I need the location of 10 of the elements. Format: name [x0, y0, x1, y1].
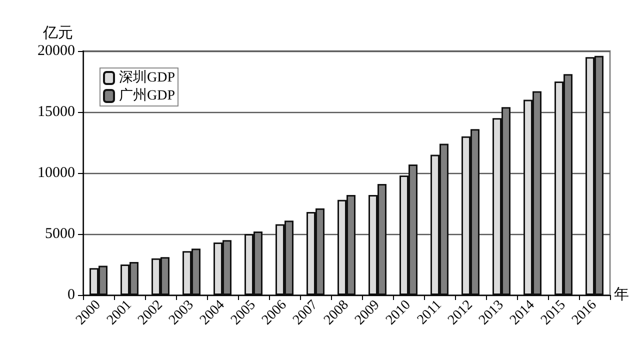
x-tick-label: 2011 [414, 298, 445, 328]
y-tick-label: 10000 [38, 165, 75, 181]
y-tick-label: 5000 [45, 226, 75, 242]
legend-label: 广州GDP [119, 88, 176, 104]
y-tick-label: 15000 [38, 104, 75, 120]
y-tick-label: 0 [68, 287, 75, 303]
y-tick-label: 20000 [38, 43, 75, 59]
x-axis-title: 年 [614, 286, 629, 303]
y-axis-title: 亿元 [42, 26, 73, 42]
legend-label: 深圳GDP [119, 70, 176, 86]
